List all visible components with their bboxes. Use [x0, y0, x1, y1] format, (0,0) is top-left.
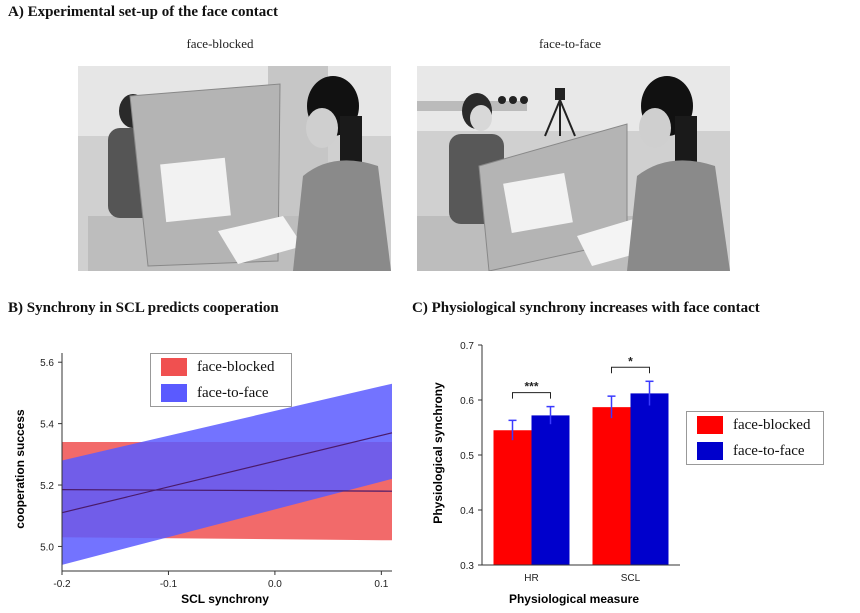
legend-item-face-blocked: face-blocked	[151, 354, 291, 380]
y-tick-label: 0.4	[460, 506, 474, 517]
y-tick-label: 5.4	[40, 420, 54, 431]
bar-SCL-face-to-face	[630, 393, 669, 565]
fit-line-face-blocked	[61, 489, 393, 492]
x-tick-label: 0.0	[268, 579, 282, 590]
chart-c-xlabel: Physiological measure	[509, 592, 639, 606]
y-tick-label: 5.0	[40, 542, 54, 553]
photo-label-face-to-face: face-to-face	[538, 36, 602, 51]
x-tick-label: -0.1	[160, 579, 178, 590]
significance-label-SCL: *	[628, 354, 633, 368]
panel-b-title: B) Synchrony in SCL predicts cooperation	[8, 300, 279, 316]
legend-item-face-to-face: face-to-face	[151, 380, 291, 406]
legend-c-item-face-blocked: face-blocked	[687, 412, 823, 438]
legend-c-item-face-to-face: face-to-face	[687, 438, 823, 464]
chart-b-legend: face-blocked face-to-face	[150, 353, 292, 407]
chart-c-ylabel: Physiological synchrony	[431, 382, 445, 524]
x-tick-label: -0.2	[53, 579, 71, 590]
significance-label-HR: ***	[524, 380, 538, 394]
legend-swatch-face-to-face	[161, 384, 187, 402]
significance-bracket-SCL	[611, 366, 650, 374]
y-tick-label: 0.5	[460, 451, 474, 462]
legend-c-label-face-to-face: face-to-face	[733, 442, 805, 459]
chart-b-xlabel: SCL synchrony	[181, 592, 269, 606]
legend-c-swatch-face-blocked	[697, 416, 723, 434]
legend-label-face-blocked: face-blocked	[197, 358, 275, 375]
y-tick-label: 5.6	[40, 358, 54, 369]
legend-c-swatch-face-to-face	[697, 442, 723, 460]
legend-label-face-to-face: face-to-face	[197, 384, 269, 401]
band-face-to-face	[62, 383, 392, 565]
y-tick-label: 0.3	[460, 561, 474, 572]
chart-c-legend: face-blocked face-to-face	[686, 411, 824, 465]
x-tick-label: 0.1	[374, 579, 388, 590]
bar-SCL-face-blocked	[592, 407, 631, 565]
significance-bracket-HR	[512, 392, 551, 399]
x-tick-label-HR: HR	[524, 573, 538, 584]
panel-a-title: A) Experimental set-up of the face conta…	[8, 4, 278, 20]
bar-HR-face-blocked	[493, 430, 532, 565]
bar-HR-face-to-face	[531, 415, 570, 565]
chart-b-ylabel: cooperation success	[13, 409, 27, 529]
panel-c-title: C) Physiological synchrony increases wit…	[412, 300, 760, 316]
photo-face-to-face	[417, 66, 730, 271]
legend-swatch-face-blocked	[161, 358, 187, 376]
fit-line-face-to-face	[61, 432, 393, 514]
chart-b: 5.0 5.2 5.4 5.6 -0.2 -0.1 0.0 0.1 cooperation s…	[13, 353, 393, 606]
legend-c-label-face-blocked: face-blocked	[733, 416, 811, 433]
photo-face-blocked	[78, 66, 391, 271]
x-tick-label-SCL: SCL	[621, 573, 641, 584]
chart-c: HR SCL 0.30.40.50.60.7 **** Physiological…	[431, 341, 680, 606]
y-tick-label: 0.7	[460, 341, 474, 352]
y-tick-label: 5.2	[40, 481, 54, 492]
y-tick-label: 0.6	[460, 396, 474, 407]
photo-label-face-blocked: face-blocked	[186, 36, 254, 51]
